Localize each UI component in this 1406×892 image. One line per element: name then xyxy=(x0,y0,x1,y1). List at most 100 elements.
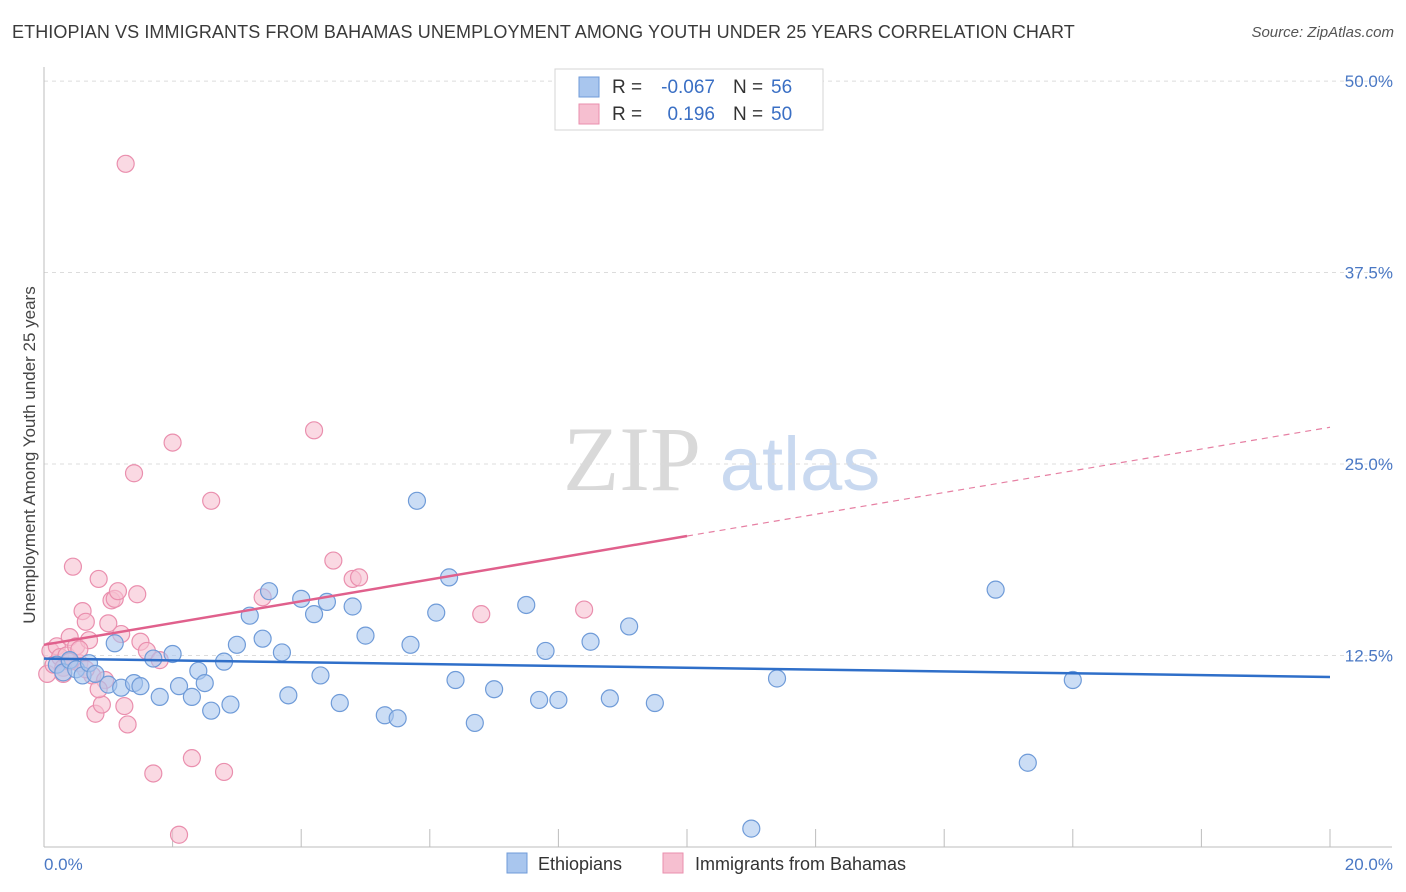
chart-title: ETHIOPIAN VS IMMIGRANTS FROM BAHAMAS UNE… xyxy=(12,22,1075,42)
y-axis-label: Unemployment Among Youth under 25 years xyxy=(20,286,39,623)
ethiopians-point-30 xyxy=(311,666,330,685)
bahamas-point-12 xyxy=(76,612,95,631)
y-tick-labels: 12.5% 25.0% 37.5% 50.0% xyxy=(1345,72,1393,665)
legend-swatch-pink xyxy=(578,103,600,125)
gridlines xyxy=(44,80,1392,657)
trend-lines xyxy=(43,426,1331,679)
bahamas-point-16 xyxy=(89,569,108,589)
ethiopians-point-46 xyxy=(536,641,555,661)
ethiopians-point-41 xyxy=(446,670,465,690)
legend-box xyxy=(554,68,824,131)
watermark-zip: ZIP xyxy=(563,408,701,510)
legend-r-value-1: -0.067 xyxy=(661,77,715,98)
bahamas-point-29 xyxy=(144,764,163,783)
ethiopians-point-27 xyxy=(279,686,298,705)
y-tick-label-2: 37.5% xyxy=(1345,264,1393,283)
trend-line-bahamas-dashed xyxy=(686,426,1331,537)
bahamas-point-31 xyxy=(163,433,182,452)
x-tick-label-1: 20.0% xyxy=(1345,855,1393,874)
trend-line-bahamas-solid xyxy=(43,534,688,647)
series-ethiopians-points xyxy=(47,491,1082,838)
bottom-legend-swatch-ethiopians xyxy=(506,852,528,874)
ethiopians-point-28 xyxy=(292,589,311,608)
y-tick-label-3: 50.0% xyxy=(1345,72,1393,91)
ethiopians-point-56 xyxy=(742,819,761,838)
legend-r-value-2: 0.196 xyxy=(667,104,715,125)
legend-r-label-2: R = xyxy=(612,104,642,125)
bahamas-point-40 xyxy=(349,568,369,587)
bahamas-point-34 xyxy=(202,491,221,510)
trend-line-ethiopians xyxy=(43,657,1331,679)
bahamas-point-25 xyxy=(124,464,144,483)
ethiopians-point-32 xyxy=(330,693,349,713)
ethiopians-point-33 xyxy=(343,597,362,616)
ethiopians-point-18 xyxy=(195,673,214,693)
legend-n-value-2: 50 xyxy=(771,104,792,125)
legend-n-label-2: N = xyxy=(733,104,763,125)
axes xyxy=(43,67,1392,848)
x-tick-labels: 0.0% 20.0% xyxy=(44,855,1393,874)
ethiopians-point-22 xyxy=(227,635,246,654)
ethiopians-point-21 xyxy=(221,695,240,714)
y-tick-label-0: 12.5% xyxy=(1345,647,1393,666)
ethiopians-point-29 xyxy=(304,605,324,624)
legend-r-label-1: R = xyxy=(612,77,642,98)
bahamas-point-43 xyxy=(116,154,135,173)
ethiopians-point-48 xyxy=(581,632,600,651)
ethiopians-point-34 xyxy=(356,626,375,645)
legend-swatch-blue xyxy=(578,76,600,98)
ethiopians-point-55 xyxy=(1063,670,1082,690)
bahamas-point-21 xyxy=(108,582,128,601)
ethiopians-point-42 xyxy=(465,713,484,733)
bahamas-point-32 xyxy=(169,825,189,844)
bahamas-point-17 xyxy=(92,695,111,714)
ethiopians-point-6 xyxy=(86,664,105,684)
bahamas-point-35 xyxy=(214,762,234,782)
ethiopians-point-11 xyxy=(131,677,150,696)
y-tick-label-1: 25.0% xyxy=(1345,455,1393,474)
bahamas-point-42 xyxy=(575,600,594,619)
ethiopians-point-13 xyxy=(150,687,169,706)
legend-n-label-1: N = xyxy=(733,77,763,98)
bahamas-point-24 xyxy=(118,715,137,734)
ethiopians-point-14 xyxy=(163,644,182,664)
series-legend: Ethiopians Immigrants from Bahamas xyxy=(506,852,906,874)
ethiopians-point-43 xyxy=(485,680,504,699)
bahamas-point-38 xyxy=(324,551,343,570)
ethiopians-point-24 xyxy=(253,629,272,648)
ethiopians-point-45 xyxy=(530,690,549,710)
legend-n-value-1: 56 xyxy=(771,77,792,98)
bahamas-point-8 xyxy=(63,557,83,576)
ethiopians-point-51 xyxy=(645,693,664,713)
ethiopians-point-16 xyxy=(182,687,201,706)
ethiopians-point-25 xyxy=(259,582,279,601)
x-tick-label-0: 0.0% xyxy=(44,855,83,874)
source-credit: Source: ZipAtlas.com xyxy=(1251,24,1394,41)
ethiopians-point-38 xyxy=(407,491,427,510)
ethiopians-point-15 xyxy=(169,677,189,696)
bahamas-point-37 xyxy=(304,421,324,440)
ethiopians-point-8 xyxy=(105,634,124,653)
correlation-legend: R = -0.067 N = 56 R = 0.196 N = 50 xyxy=(554,68,824,131)
bottom-legend-swatch-bahamas xyxy=(662,852,684,874)
bahamas-point-23 xyxy=(115,696,134,716)
bahamas-point-41 xyxy=(472,605,491,624)
ethiopians-point-37 xyxy=(401,635,420,654)
ethiopians-point-19 xyxy=(202,701,221,720)
ethiopians-point-12 xyxy=(144,649,163,668)
ethiopians-point-36 xyxy=(388,709,407,728)
ethiopians-point-47 xyxy=(549,690,568,710)
bahamas-point-33 xyxy=(182,749,201,768)
bottom-legend-ethiopians: Ethiopians xyxy=(538,854,622,874)
ethiopians-point-53 xyxy=(986,580,1005,599)
ethiopians-point-52 xyxy=(767,669,787,688)
ethiopians-point-50 xyxy=(620,617,639,636)
bahamas-point-26 xyxy=(128,585,147,604)
ethiopians-point-44 xyxy=(517,595,536,615)
ethiopians-point-26 xyxy=(272,643,292,662)
ethiopians-point-49 xyxy=(600,689,619,708)
bahamas-point-18 xyxy=(99,614,118,633)
ethiopians-point-54 xyxy=(1018,753,1037,772)
series-bahamas-points xyxy=(38,154,594,844)
